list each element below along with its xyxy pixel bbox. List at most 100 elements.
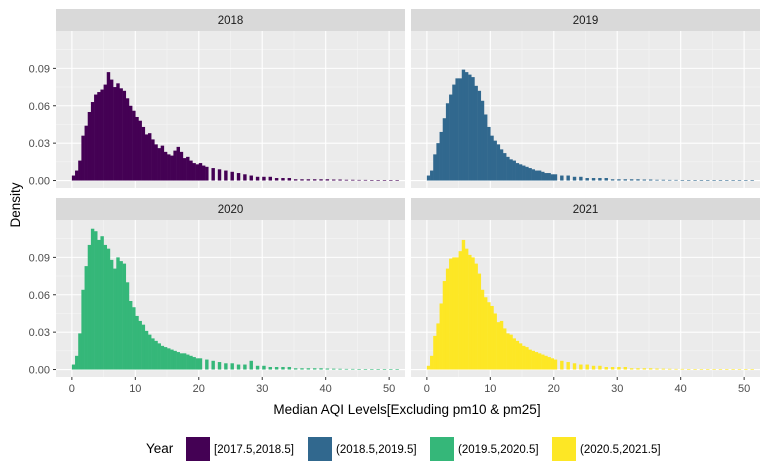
histogram-bars xyxy=(426,69,754,181)
histogram-bar xyxy=(97,92,101,181)
histogram-bar xyxy=(243,364,247,370)
histogram-bar xyxy=(699,180,704,181)
histogram-bar xyxy=(338,179,342,181)
histogram-bar xyxy=(170,349,174,370)
facet-strip xyxy=(56,198,405,220)
histogram-bar xyxy=(461,239,466,370)
histogram-bar xyxy=(737,369,742,370)
x-axis-title: Median AQI Levels[Excluding pm10 & pm25] xyxy=(273,402,540,417)
histogram-bar xyxy=(585,364,589,370)
histogram-bar xyxy=(84,266,88,370)
histogram-bar xyxy=(382,369,387,370)
histogram-bar xyxy=(217,169,222,181)
histogram-bar xyxy=(382,180,387,181)
histogram-bar xyxy=(300,179,304,181)
histogram-bar xyxy=(731,180,735,181)
histogram-bar xyxy=(531,350,535,370)
histogram-bar xyxy=(506,156,510,181)
legend-key-label: (2018.5,2019.5] xyxy=(336,444,417,456)
histogram-bar xyxy=(544,173,548,181)
histogram-bar xyxy=(547,357,551,370)
facet-panel-2020: 2020 xyxy=(56,198,405,377)
histogram-bar xyxy=(274,367,279,370)
histogram-bar xyxy=(483,297,488,370)
x-tick-label: 50 xyxy=(383,383,395,395)
histogram-bar xyxy=(464,248,469,370)
histogram-bar xyxy=(106,72,111,181)
x-tick-label: 40 xyxy=(675,383,687,395)
legend-key-swatch xyxy=(308,437,332,461)
histogram-bar xyxy=(525,166,529,181)
histogram-bar xyxy=(325,368,330,370)
histogram-bar xyxy=(680,368,685,370)
histogram-bar xyxy=(141,126,146,181)
histogram-bar xyxy=(173,350,177,370)
histogram-bar xyxy=(94,231,98,370)
histogram-bar xyxy=(480,100,485,181)
histogram-bar xyxy=(176,352,180,370)
histogram-bar xyxy=(490,135,494,181)
histogram-bar xyxy=(452,84,456,181)
histogram-bar xyxy=(464,72,469,181)
histogram-bar xyxy=(487,126,491,181)
histogram-bar xyxy=(376,180,380,181)
y-tick-label: 0.03 xyxy=(29,138,50,150)
x-tick-label: 10 xyxy=(484,383,496,395)
histogram-bar xyxy=(157,343,161,370)
histogram-bar xyxy=(439,131,443,181)
histogram-bar xyxy=(344,368,349,370)
histogram-bar xyxy=(198,358,203,370)
histogram-bar xyxy=(442,281,447,370)
facet-strip-label: 2018 xyxy=(218,15,244,27)
histogram-bar xyxy=(477,273,482,370)
histogram-bar xyxy=(90,228,95,370)
histogram-bar xyxy=(591,178,596,181)
histogram-bar xyxy=(211,360,215,370)
histogram-bar xyxy=(243,174,247,181)
histogram-bar xyxy=(623,179,627,181)
histogram-bar xyxy=(236,364,241,370)
histogram-bar xyxy=(433,154,437,181)
histogram-bar xyxy=(706,369,710,370)
histogram-bar xyxy=(493,140,497,181)
histogram-bar xyxy=(186,156,190,181)
histogram-bar xyxy=(138,320,142,370)
legend-key-label: (2020.5,2021.5] xyxy=(580,444,661,456)
histogram-bar xyxy=(483,114,488,181)
histogram-bar xyxy=(230,171,234,181)
histogram-bar xyxy=(370,369,374,370)
histogram-bar xyxy=(170,155,174,181)
histogram-bar xyxy=(445,268,450,370)
histogram-bar xyxy=(325,179,330,181)
histogram-bar xyxy=(617,179,621,181)
histogram-bar xyxy=(116,83,120,181)
y-tick-label: 0.06 xyxy=(29,101,50,113)
histogram-bar xyxy=(167,154,171,181)
histogram-bar xyxy=(97,239,101,370)
histogram-bar xyxy=(75,170,79,181)
histogram-bar xyxy=(480,289,485,370)
histogram-bars xyxy=(71,228,399,370)
histogram-bar xyxy=(503,328,507,370)
histogram-bar xyxy=(744,180,748,181)
facet-panel-2019: 2019 xyxy=(411,9,760,188)
legend-key-swatch xyxy=(552,437,576,461)
histogram-bar xyxy=(544,355,548,370)
histogram-bar xyxy=(87,111,92,181)
histogram-bar xyxy=(173,150,177,181)
histogram-bar xyxy=(186,354,190,370)
histogram-bar xyxy=(461,69,466,181)
histogram-bar xyxy=(268,367,272,370)
histogram-bar xyxy=(433,335,437,370)
histogram-bar xyxy=(455,78,459,181)
histogram-bar xyxy=(648,368,653,370)
histogram-bar xyxy=(90,102,95,181)
histogram-bar xyxy=(249,360,253,370)
histogram-bar xyxy=(151,338,155,370)
x-tick-label: 50 xyxy=(738,383,750,395)
legend-item: [2017.5,2018.5] xyxy=(186,437,294,461)
legend-keys: [2017.5,2018.5] (2018.5,2019.5] (2019.5,20… xyxy=(186,437,661,461)
histogram-bar xyxy=(363,179,368,181)
legend-key-label: (2019.5,2020.5] xyxy=(458,444,539,456)
